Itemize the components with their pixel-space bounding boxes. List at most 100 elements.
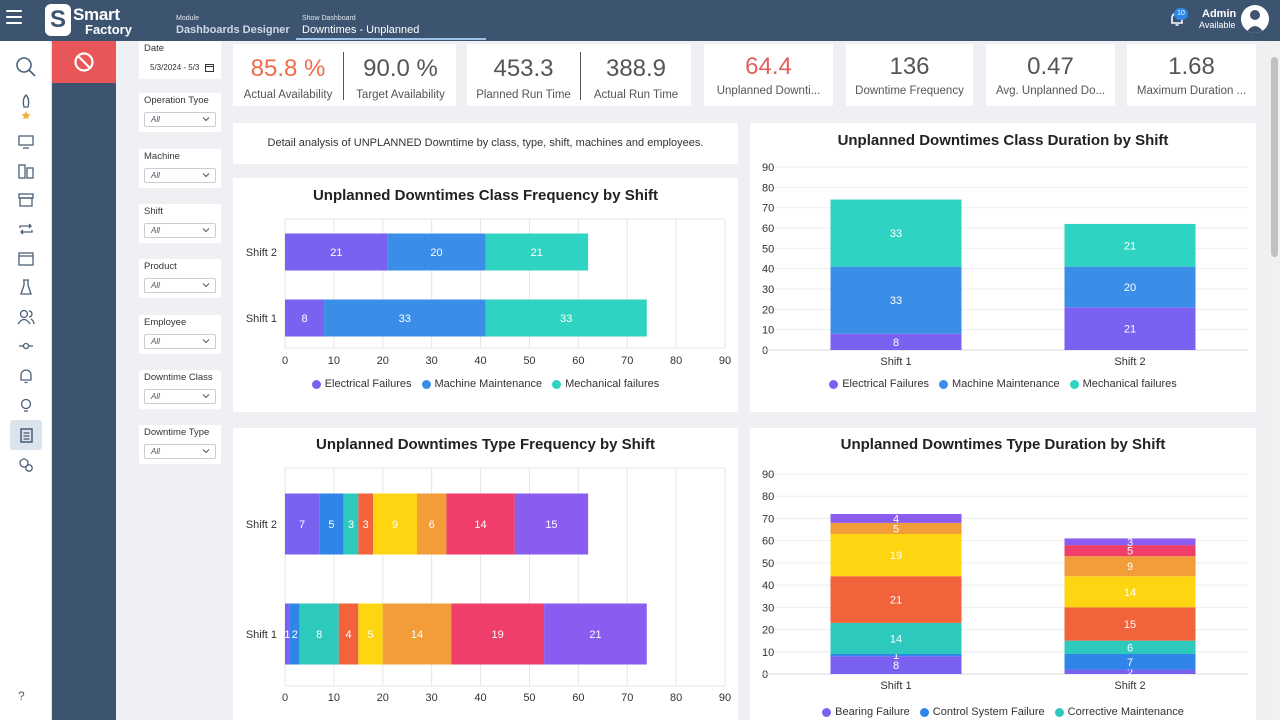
dashboard-breadcrumb[interactable]: Show Dashboard Downtimes - Unplanned <box>302 15 419 36</box>
buildings-icon[interactable] <box>10 159 42 183</box>
data-label: 14 <box>474 519 486 531</box>
filter-shift-label: Shift <box>144 206 164 217</box>
legend-item[interactable]: Bearing Failure <box>822 706 910 718</box>
bar-segment <box>830 333 962 350</box>
data-label: 21 <box>589 629 601 641</box>
module-breadcrumb[interactable]: Module Dashboards Designer <box>176 15 290 36</box>
avatar[interactable] <box>1241 5 1269 33</box>
x-tick-label: 70 <box>621 355 633 367</box>
rocket-icon[interactable] <box>10 94 42 120</box>
legend-swatch <box>552 379 562 389</box>
legend-swatch <box>829 379 839 389</box>
bar-segment <box>1064 266 1196 308</box>
commit-icon[interactable] <box>10 334 42 358</box>
data-label: 21 <box>1124 324 1136 336</box>
search-icon[interactable] <box>10 55 42 79</box>
product-select[interactable]: All <box>144 278 216 293</box>
bar-segment <box>289 603 300 665</box>
x-tick-label: 60 <box>572 355 584 367</box>
bulb-icon[interactable] <box>10 394 42 418</box>
monitor-icon[interactable] <box>10 130 42 154</box>
data-label: 1 <box>284 629 290 641</box>
data-label: 15 <box>545 519 557 531</box>
repeat-icon[interactable] <box>10 217 42 241</box>
calendar-icon[interactable] <box>10 246 42 270</box>
data-label: 14 <box>1124 587 1136 599</box>
machine-select[interactable]: All <box>144 168 216 183</box>
employee-select[interactable]: All <box>144 334 216 349</box>
legend-item[interactable]: Machine Maintenance <box>421 378 542 390</box>
legend-item[interactable]: Corrective Maintenance <box>1054 706 1184 718</box>
legend-item[interactable]: Control System Failure <box>919 706 1045 718</box>
bar-segment <box>830 654 962 657</box>
menu-icon[interactable] <box>6 10 22 24</box>
chart-title: Unplanned Downtimes Type Frequency by Sh… <box>316 436 655 453</box>
operation-type-select[interactable]: All <box>144 112 216 127</box>
bar-segment <box>1064 576 1196 608</box>
scrollbar-thumb[interactable] <box>1271 57 1278 257</box>
legend-swatch <box>311 379 321 389</box>
kpi-label: Avg. Unplanned Do... <box>995 85 1106 97</box>
downtime-class-select[interactable]: All <box>144 389 216 404</box>
kpi-value: 85.8 % <box>250 55 326 82</box>
legend-item[interactable]: Electrical Failures <box>829 378 929 390</box>
shift-select[interactable]: All <box>144 223 216 238</box>
bar-segment <box>485 299 647 337</box>
logo-text-smart: Smart <box>73 5 120 24</box>
bell-icon[interactable] <box>10 364 42 388</box>
data-label: 5 <box>328 519 334 531</box>
kpi-label: Actual Run Time <box>593 89 679 101</box>
bar-segment <box>1064 607 1196 641</box>
y-tick-label: 10 <box>762 325 774 337</box>
legend-item[interactable]: Machine Maintenance <box>939 378 1060 390</box>
legend-swatch <box>919 707 929 717</box>
chart-title: Unplanned Downtimes Class Frequency by S… <box>312 187 659 204</box>
date-range-input[interactable]: 5/3/2024 - 5/3 <box>144 60 216 75</box>
calendar-picker-icon[interactable] <box>205 63 214 72</box>
downtime-type-select[interactable]: All <box>144 444 216 459</box>
report-icon[interactable] <box>10 420 42 450</box>
chart-class-duration: 0 10 20 30 40 50 60 70 80 90 Shift 1 8 33 33 Shift 2 21… <box>762 162 1248 368</box>
kpi-label: Target Availability <box>356 89 445 101</box>
x-category-label: Shift 1 <box>880 680 911 692</box>
x-tick-label: 90 <box>719 692 731 704</box>
description-card: Detail analysis of UNPLANNED Downtime by… <box>233 123 738 164</box>
bar-segment <box>446 493 515 555</box>
page-scrollbar[interactable] <box>1269 41 1280 720</box>
bar-segment <box>324 299 486 337</box>
users-icon[interactable] <box>10 305 42 329</box>
filter-downtime-type-label: Downtime Type <box>144 427 210 438</box>
legend-item[interactable]: Electrical Failures <box>311 378 412 390</box>
archive-icon[interactable] <box>10 188 42 212</box>
y-category-label: Shift 2 <box>246 519 277 531</box>
flask-icon[interactable] <box>10 275 42 299</box>
block-button[interactable] <box>52 41 116 83</box>
filter-operation-type-label: Operation Tyoe <box>144 95 209 106</box>
logo[interactable]: S Smart Factory <box>45 4 137 37</box>
operation-type-value: All <box>151 115 160 124</box>
data-label: 9 <box>1127 561 1133 573</box>
y-tick-label: 80 <box>762 182 774 194</box>
legend-item[interactable]: Mechanical failures <box>552 378 659 390</box>
filter-date: Date 5/3/2024 - 5/3 <box>139 41 221 79</box>
data-label: 5 <box>1127 546 1133 558</box>
data-label: 2 <box>1127 667 1133 679</box>
chart-class-frequency: 0 10 20 30 40 50 60 70 80 90 Shift 2 21 20 21 Shift 1 8… <box>246 218 731 367</box>
chart-card-class-frequency: Unplanned Downtimes Class Frequency by S… <box>233 178 738 412</box>
x-tick-label: 90 <box>719 355 731 367</box>
y-tick-label: 10 <box>762 647 774 659</box>
bar-segment <box>343 493 359 555</box>
data-label: 2 <box>292 629 298 641</box>
bar-segment <box>1064 669 1196 674</box>
bar-segment <box>1064 538 1196 546</box>
legend-item[interactable]: Mechanical failures <box>1069 378 1177 390</box>
user-name[interactable]: Admin <box>1202 8 1237 20</box>
kpi-maximum-duration: 1.68 Maximum Duration ... <box>1127 44 1256 106</box>
y-tick-label: 30 <box>762 602 774 614</box>
kpi-value: 388.9 <box>605 55 667 82</box>
help-icon[interactable]: ? <box>18 689 25 703</box>
y-tick-label: 80 <box>762 491 774 503</box>
bar-segment <box>1064 640 1196 654</box>
bar-segment <box>285 603 290 665</box>
gears-icon[interactable] <box>10 453 42 477</box>
